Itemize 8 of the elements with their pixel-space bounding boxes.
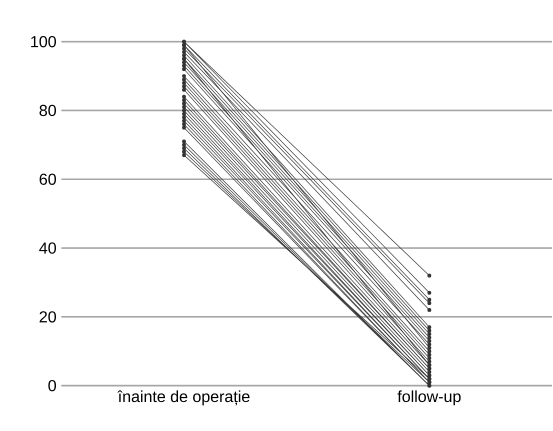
y-tick-label: 80 — [40, 104, 56, 116]
y-tick-label: 0 — [48, 380, 56, 392]
y-tick-label: 100 — [31, 36, 56, 48]
y-tick-label: 60 — [40, 174, 56, 185]
x-tick-label: înainte de operație — [117, 390, 250, 406]
x-tick-label: follow-up — [398, 390, 461, 406]
y-tick-label: 40 — [39, 242, 56, 254]
y-tick-label: 20 — [40, 311, 56, 323]
